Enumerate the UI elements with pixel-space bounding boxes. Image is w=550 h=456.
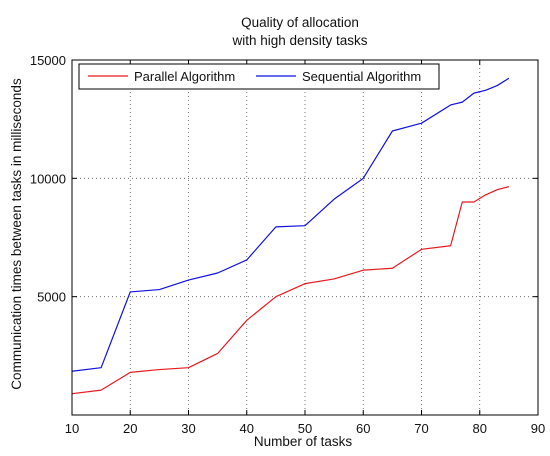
x-tick-label: 40 <box>240 421 254 436</box>
chart-title-line-2: with high density tasks <box>231 33 367 48</box>
y-tick-label: 5000 <box>37 290 66 305</box>
x-tick-label: 50 <box>298 421 312 436</box>
series-line-sequential-algorithm <box>71 77 510 372</box>
axis-ticks: 10 20 30 40 50 60 70 80 90 5000 10000 15000 <box>30 53 545 436</box>
x-tick-label: 20 <box>123 421 137 436</box>
x-tick-label: 70 <box>414 421 428 436</box>
series-lines <box>71 77 510 395</box>
legend-label-sequential: Sequential Algorithm <box>302 69 421 84</box>
x-tick-label: 30 <box>181 421 195 436</box>
series-line-parallel-algorithm <box>71 186 510 395</box>
grid-lines <box>72 60 538 415</box>
y-tick-label: 10000 <box>30 171 66 186</box>
x-tick-label: 80 <box>473 421 487 436</box>
chart-title-line-1: Quality of allocation <box>241 15 359 30</box>
legend: Parallel Algorithm Sequential Algorithm <box>78 63 440 90</box>
legend-label-parallel: Parallel Algorithm <box>134 69 235 84</box>
y-axis-label: Communication times between tasks in mil… <box>9 78 24 390</box>
x-tick-label: 60 <box>356 421 370 436</box>
x-tick-label: 90 <box>531 421 545 436</box>
x-tick-label: 10 <box>65 421 79 436</box>
x-axis-label: Number of tasks <box>254 434 353 449</box>
y-tick-label: 15000 <box>30 53 66 68</box>
plot-frame <box>71 59 539 416</box>
